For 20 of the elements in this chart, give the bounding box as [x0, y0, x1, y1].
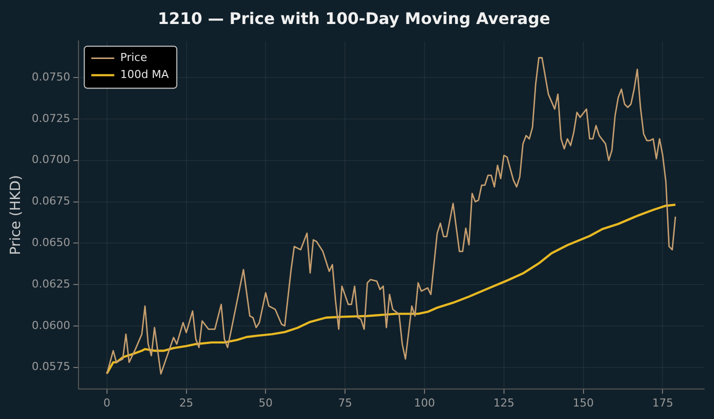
x-tick-label: 175 — [652, 396, 674, 410]
x-tick-label: 125 — [493, 396, 514, 410]
y-tick-label: 0.0575 — [32, 360, 70, 374]
legend-label: Price — [120, 51, 148, 64]
legend-label: 100d MA — [120, 68, 170, 82]
chart-title: 1210 — Price with 100-Day Moving Average — [158, 8, 550, 28]
y-tick-label: 0.0750 — [32, 70, 70, 84]
x-tick-label: 100 — [414, 396, 435, 410]
y-tick-label: 0.0675 — [32, 194, 70, 208]
y-tick-label: 0.0625 — [32, 277, 70, 290]
x-tick-label: 75 — [338, 396, 352, 410]
x-tick-label: 0 — [103, 396, 110, 410]
y-tick-label: 0.0700 — [32, 153, 70, 166]
y-tick-label: 0.0650 — [32, 236, 70, 249]
x-tick-label: 25 — [179, 396, 194, 410]
x-tick-label: 150 — [572, 396, 594, 410]
x-tick-label: 50 — [258, 396, 273, 410]
y-tick-label: 0.0600 — [32, 318, 70, 332]
y-tick-label: 0.0725 — [32, 112, 70, 125]
y-axis-title: Price (HKD) — [8, 174, 24, 256]
